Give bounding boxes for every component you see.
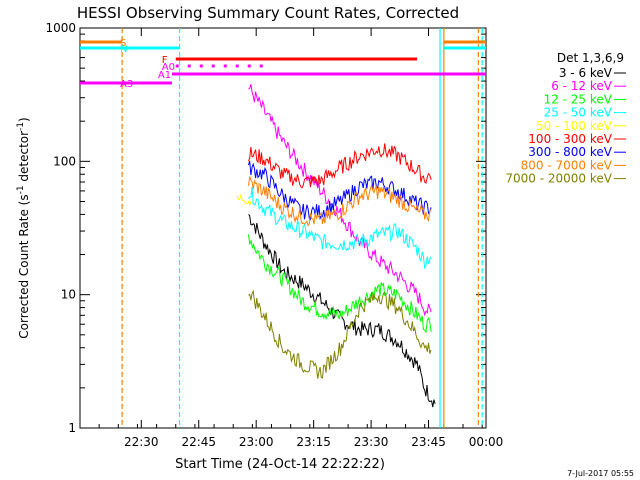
y-axis-label: Corrected Count Rate (s-1 detector-1) <box>16 117 31 338</box>
y-tick-label: 100 <box>53 154 76 168</box>
x-axis-ticks: 22:30 22:45 23:00 23:15 23:30 23:45 00:00 <box>79 28 504 449</box>
series-line <box>248 143 432 189</box>
series-line <box>248 234 432 334</box>
y-axis-ticks: 1 10 100 1000 <box>45 21 486 435</box>
flag-label: A0 <box>162 62 175 73</box>
y-label-sup1: -1 <box>16 185 26 194</box>
series-line <box>248 84 432 317</box>
x-tick-label: 23:00 <box>239 435 274 449</box>
y-label-main: Corrected Count Rate (s <box>17 194 31 338</box>
chart-title: HESSI Observing Summary Count Rates, Cor… <box>77 4 459 22</box>
x-tick-label: 22:30 <box>124 435 159 449</box>
y-tick-label: 1 <box>68 421 76 435</box>
x-tick-label: 00:00 <box>469 435 504 449</box>
y-label-end: ) <box>17 117 31 122</box>
series-line <box>248 289 432 379</box>
flag-label: A3 <box>120 79 133 90</box>
series-line <box>248 176 432 227</box>
series-lines <box>236 84 436 408</box>
x-tick-label: 23:30 <box>354 435 389 449</box>
series-line <box>248 186 432 269</box>
legend-label: 300 - 800 keV <box>528 145 612 159</box>
footer-date: 7-Jul-2017 05:55 <box>567 469 634 478</box>
x-tick-label: 23:15 <box>296 435 331 449</box>
plot-frame <box>79 27 487 429</box>
legend-label: 6 - 12 keV <box>551 79 613 93</box>
flag-label: F <box>162 55 168 66</box>
legend-label: 800 - 7000 keV <box>521 158 613 172</box>
y-label-mid: detector <box>17 131 31 186</box>
legend-label: 50 - 100 keV <box>536 119 613 133</box>
x-tick-label: 22:45 <box>181 435 216 449</box>
y-label-sup2: -1 <box>16 122 26 131</box>
flag-label: S <box>120 38 126 49</box>
flag-label: N <box>120 44 127 55</box>
legend-label: 100 - 300 keV <box>528 132 612 146</box>
legend-label: 12 - 25 keV <box>544 92 613 106</box>
y-tick-label: 1000 <box>45 21 76 35</box>
legend-label: 7000 - 20000 keV <box>505 172 612 186</box>
x-axis-label: Start Time (24-Oct-14 22:22:22) <box>175 457 385 472</box>
x-tick-label: 23:45 <box>411 435 446 449</box>
flag-label: A1 <box>158 70 171 81</box>
legend-title: Det 1,3,6,9 <box>557 51 624 65</box>
legend-label: 25 - 50 keV <box>544 106 613 120</box>
legend-label: 3 - 6 keV <box>559 66 613 80</box>
y-tick-label: 10 <box>61 288 76 302</box>
series-line <box>236 194 252 207</box>
event-markers <box>121 28 483 428</box>
plot-area: 1 10 100 1000 22:30 22:45 23:00 23:15 23:30 23:4… <box>45 21 503 449</box>
